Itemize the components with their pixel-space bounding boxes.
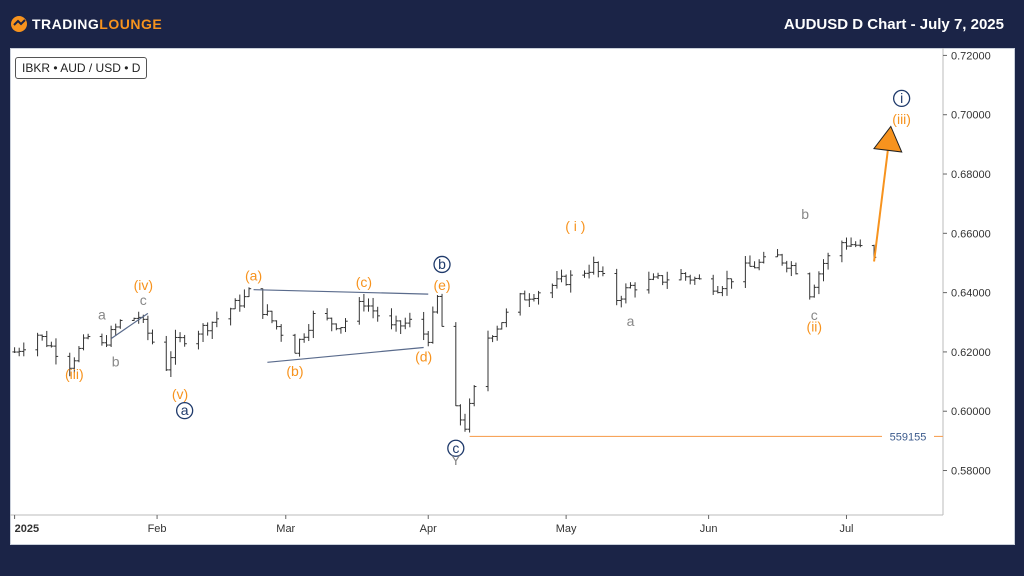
x-tick-label: Jun <box>700 523 718 535</box>
invalidation-level-label-bg <box>882 427 934 445</box>
y-tick-label: 0.62000 <box>951 347 991 359</box>
y-tick-label: 0.66000 <box>951 228 991 240</box>
wave-label: b <box>112 354 120 370</box>
wave-label: (b) <box>286 363 303 379</box>
symbol-label: IBKR • AUD / USD • D <box>15 57 148 79</box>
logo: TRADINGLOUNGE <box>10 15 162 33</box>
header-bar: TRADINGLOUNGE AUDUSD D Chart - July 7, 2… <box>0 0 1024 48</box>
y-tick-label: 0.64000 <box>951 288 991 300</box>
projection-arrow-head <box>873 125 903 153</box>
x-tick-label: Feb <box>148 523 167 535</box>
wave-label: (e) <box>433 277 450 293</box>
wave-label: b <box>438 256 446 272</box>
wave-label: a <box>627 313 635 329</box>
wave-label: (a) <box>245 267 262 283</box>
wave-label-circle <box>447 439 465 457</box>
wave-label: (iii) <box>892 111 911 127</box>
y-tick-label: 0.58000 <box>951 466 991 478</box>
wave-channel-line <box>253 289 429 295</box>
wave-channel-line <box>267 346 424 363</box>
wave-label-circle <box>176 401 194 420</box>
wave-label-circle <box>433 255 451 274</box>
wave-label: (c) <box>356 274 372 290</box>
wave-label-circle <box>892 89 911 108</box>
wave-label: (ii) <box>807 319 823 335</box>
chart-title: AUDUSD D Chart - July 7, 2025 <box>783 15 1004 33</box>
logo-icon <box>11 16 27 32</box>
wave-label: (v) <box>172 386 188 402</box>
wave-label: Y <box>451 452 461 468</box>
wave-label: c <box>811 307 818 323</box>
wave-label: (iii) <box>65 366 84 382</box>
wave-label: i <box>900 90 903 106</box>
y-tick-label: 0.70000 <box>951 110 991 122</box>
x-tick-label: 2025 <box>15 523 39 535</box>
logo-text: TRADINGLOUNGE <box>32 16 162 32</box>
logo-text-lounge: LOUNGE <box>99 16 163 32</box>
x-tick-label: May <box>556 523 577 535</box>
projection-arrow-shaft <box>873 150 889 262</box>
wave-label: (d) <box>415 348 432 364</box>
wave-label: c <box>140 292 147 308</box>
y-tick-label: 0.72000 <box>951 50 991 62</box>
y-tick-label: 0.68000 <box>951 169 991 181</box>
y-tick-label: 0.60000 <box>951 406 991 418</box>
x-tick-label: Mar <box>276 523 295 535</box>
chart-frame <box>10 48 1015 545</box>
x-tick-label: Apr <box>420 523 437 535</box>
wave-label: (iv) <box>134 277 153 293</box>
wave-label: c <box>452 440 459 456</box>
wave-label: b <box>801 206 809 222</box>
wave-label: a <box>98 306 106 322</box>
x-tick-label: Jul <box>839 523 853 535</box>
wave-channel-line <box>110 312 149 340</box>
logo-text-trading: TRADING <box>32 16 100 32</box>
wave-label: a <box>181 402 189 418</box>
wave-label: ( i ) <box>565 218 585 234</box>
invalidation-level-label: 559155 <box>890 431 927 443</box>
